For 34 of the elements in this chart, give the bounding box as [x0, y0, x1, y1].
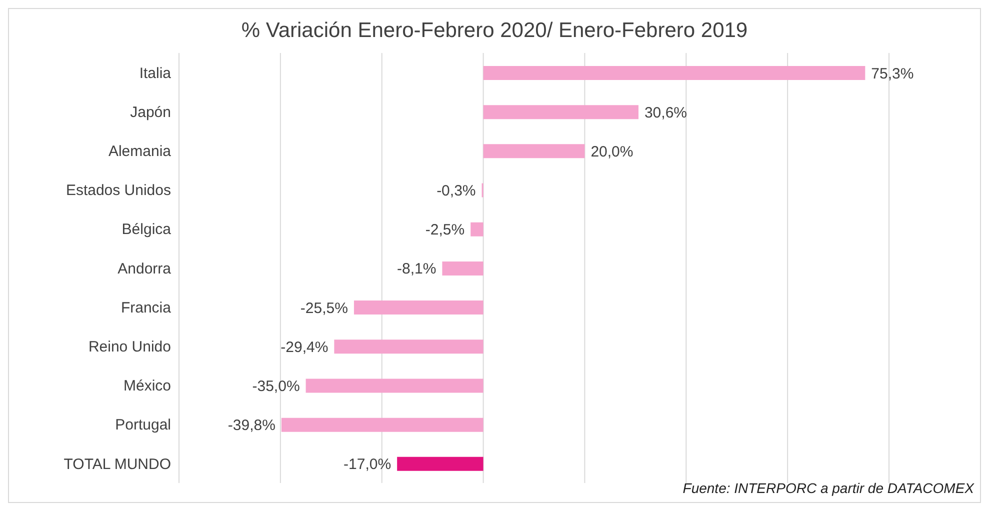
- bar: [470, 222, 484, 236]
- bar: [306, 378, 484, 393]
- data-label: -25,5%: [300, 300, 348, 317]
- bar: [483, 66, 866, 80]
- data-label: -0,3%: [436, 182, 476, 200]
- bar: [334, 340, 484, 354]
- bar: [483, 105, 638, 120]
- y-tick-label: Italia: [139, 64, 172, 82]
- y-tick-label: Portugal: [115, 416, 171, 434]
- data-label: -8,1%: [397, 260, 436, 278]
- chart-title: % Variación Enero-Febrero 2020/ Enero-Febrero 2019: [240, 18, 749, 44]
- bar: [483, 144, 585, 158]
- y-tick-label: Estados Unidos: [66, 182, 171, 200]
- data-label: -17,0%: [344, 456, 392, 474]
- y-tick-label: Alemania: [108, 143, 172, 160]
- bar: [281, 418, 484, 432]
- y-tick-label: Andorra: [118, 260, 172, 278]
- bar: [397, 456, 484, 471]
- y-tick-label: Bélgica: [122, 221, 172, 238]
- y-tick-label: México: [123, 378, 171, 395]
- annotation: Fuente: INTERPORC a partir de DATACOMEX: [682, 480, 974, 496]
- y-tick-label: Reino Unido: [88, 338, 171, 356]
- y-tick-label: Francia: [120, 299, 172, 316]
- y-tick-label: Japón: [130, 104, 171, 121]
- data-label: -39,8%: [228, 417, 276, 434]
- bar: [442, 261, 484, 276]
- data-label: 20,0%: [590, 143, 634, 160]
- y-tick-label: TOTAL MUNDO: [64, 456, 171, 473]
- data-label: -2,5%: [425, 222, 465, 239]
- data-label: 75,3%: [871, 65, 914, 82]
- data-label: -35,0%: [252, 378, 300, 395]
- data-label: 30,6%: [644, 104, 688, 122]
- data-label: -29,4%: [280, 338, 328, 356]
- bar: [354, 300, 484, 315]
